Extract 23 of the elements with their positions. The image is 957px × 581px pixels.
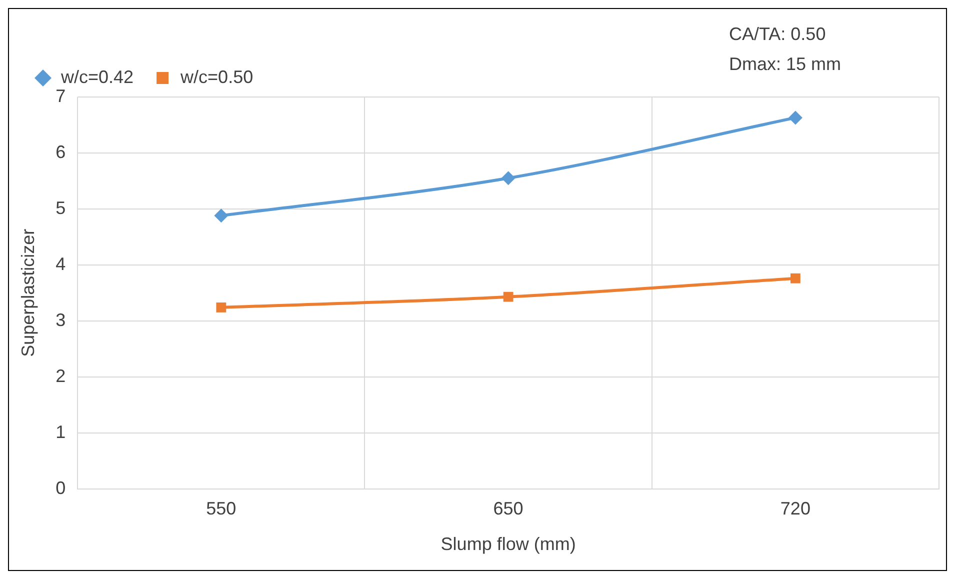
point xyxy=(216,302,226,312)
x-axis-title: Slump flow (mm) xyxy=(440,534,576,554)
point xyxy=(790,273,800,284)
text: Dmax: 15 mm xyxy=(729,54,842,74)
point xyxy=(503,292,514,302)
legend-label: w/c=0.50 xyxy=(180,66,254,87)
y-tick-label: 7 xyxy=(56,86,66,106)
y-tick-label: 4 xyxy=(56,254,66,274)
y-tick-label: 3 xyxy=(56,310,66,330)
y-axis-title: Superplasticizer xyxy=(18,228,38,357)
y-tick-label: 6 xyxy=(56,142,66,162)
text: CA/TA: 0.50 xyxy=(729,24,826,44)
x-tick-label: 550 xyxy=(206,498,236,519)
x-tick-label: 720 xyxy=(780,498,810,519)
y-tick-label: 0 xyxy=(56,478,66,498)
point xyxy=(501,171,516,186)
x-tick-label: 650 xyxy=(493,498,524,519)
legend-label: w/c=0.42 xyxy=(60,66,134,87)
point xyxy=(214,208,228,223)
y-tick-label: 5 xyxy=(56,198,66,218)
y-tick-label: 1 xyxy=(56,422,66,442)
point xyxy=(788,110,802,125)
y-tick-label: 2 xyxy=(56,366,66,386)
